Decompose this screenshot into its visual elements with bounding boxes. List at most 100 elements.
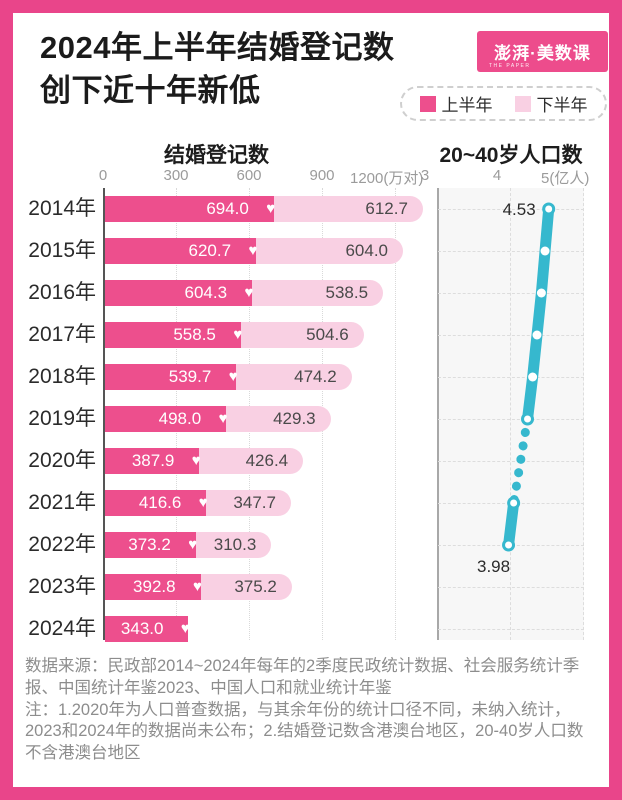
data-point — [532, 330, 542, 340]
bar-first-half: 539.7 — [105, 364, 237, 390]
bar-second-half-value: 612.7 — [365, 199, 408, 218]
page-title-line2: 创下近十年新低 — [40, 73, 261, 108]
line-plot-hgridline — [438, 587, 584, 588]
data-point — [536, 288, 546, 298]
bar-second-half-value: 310.3 — [213, 535, 257, 554]
bar-second-half-value: 504.6 — [306, 325, 349, 344]
bar-first-half-value: 392.8 — [133, 577, 176, 596]
bar-first-half: 387.9 — [105, 448, 200, 474]
heart-icon: ♥ — [193, 578, 202, 595]
bar-first-half-value: 373.2 — [128, 535, 171, 554]
bar-gridline — [395, 188, 396, 640]
bar-second-half: 429.3 — [226, 406, 331, 432]
data-point — [542, 202, 556, 216]
bar-second-half-value: 474.2 — [294, 367, 337, 386]
bar-second-half-value: 604.0 — [345, 241, 388, 260]
population-line-plot: 4.53 3.98 — [437, 188, 584, 640]
data-point — [507, 496, 521, 510]
methodology-note: 注：1.2020年为人口普查数据，与其余年份的统计口径不同，未纳入统计，2023… — [25, 700, 584, 763]
heart-icon: ♥ — [218, 410, 228, 427]
bar-second-half-value: 426.4 — [245, 451, 289, 470]
bar-first-half: 604.3 — [105, 280, 253, 306]
legend-label-first-half: 上半年 — [441, 96, 493, 115]
line-plot-hgridline — [438, 209, 584, 210]
bar-first-half-value: 694.0 — [206, 199, 249, 218]
year-label: 2014年 — [28, 197, 96, 220]
heart-icon: ♥ — [180, 620, 190, 637]
chart-legend: 上半年 下半年 — [400, 86, 607, 121]
year-label: 2015年 — [28, 239, 96, 262]
bar-second-half: 347.7 — [206, 490, 291, 516]
line-plot-hgridline — [438, 335, 584, 336]
line-plot-hgridline — [438, 629, 584, 630]
bar-second-half: 504.6 — [240, 322, 364, 348]
data-source-note: 数据来源：民政部2014~2024年每年的2季度民政统计数据、社会服务统计季报、… — [25, 657, 580, 697]
bar-first-half: 558.5 — [105, 322, 241, 348]
bar-first-half-value: 604.3 — [184, 283, 228, 302]
marriage-bar-plot: 694.0 612.7 ♥ 620.7 604.0 ♥ 604.3 538.5 ♥ 558.5 50… — [103, 188, 423, 642]
year-label: 2016年 — [28, 281, 96, 304]
bar-chart-title: 结婚登记数 — [164, 144, 269, 167]
heart-icon: ♥ — [248, 242, 258, 259]
heart-icon: ♥ — [228, 368, 238, 385]
bar-axis-tick: 1200(万对) — [350, 170, 424, 187]
year-label: 2019年 — [28, 407, 96, 430]
line-plot-hgridline — [438, 293, 584, 294]
legend-swatch-second-half-icon — [514, 95, 531, 112]
line-solid-segment — [522, 203, 555, 425]
bar-first-half-value: 620.7 — [188, 241, 232, 260]
heart-icon: ♥ — [191, 452, 201, 469]
heart-icon: ♥ — [266, 200, 276, 217]
line-dotted-segment — [509, 414, 533, 508]
bar-second-half-value: 538.5 — [325, 283, 369, 302]
line-axis-tick: 5(亿人) — [541, 170, 590, 187]
footnotes: 数据来源：民政部2014~2024年每年的2季度民政统计数据、社会服务统计季报、… — [25, 656, 597, 765]
bar-first-half: 416.6 — [105, 490, 207, 516]
page-title: 2024年上半年结婚登记数 创下近十年新低 — [40, 26, 394, 112]
bar-second-half: 426.4 — [199, 448, 304, 474]
bar-first-half-value: 558.5 — [173, 325, 216, 344]
year-label: 2022年 — [28, 533, 96, 556]
bar-second-half: 604.0 — [256, 238, 403, 264]
line-solid-segment — [503, 497, 520, 551]
year-label: 2017年 — [28, 323, 96, 346]
data-point — [502, 538, 516, 552]
heart-icon: ♥ — [198, 494, 208, 511]
heart-icon: ♥ — [244, 284, 254, 301]
line-plot-hgridline — [438, 251, 584, 252]
bar-second-half-value: 375.2 — [234, 577, 277, 596]
bar-first-half: 343.0 — [105, 616, 189, 642]
line-chart-title: 20~40岁人口数 — [439, 144, 583, 167]
bar-first-half: 620.7 — [105, 238, 257, 264]
bar-axis-tick: 300 — [163, 167, 189, 184]
line-plot-hgridline — [438, 419, 584, 420]
year-label: 2023年 — [28, 575, 96, 598]
bar-first-half: 373.2 — [105, 532, 196, 558]
line-plot-vgridline — [510, 188, 511, 640]
line-axis-tick: 4 — [492, 167, 502, 184]
bar-second-half-value: 429.3 — [273, 409, 316, 428]
year-label: 2021年 — [28, 491, 96, 514]
publisher-logo-subtext: THE PAPER — [489, 63, 531, 69]
bar-second-half: 310.3 — [195, 532, 272, 558]
year-label: 2024年 — [28, 617, 96, 640]
data-point — [540, 246, 550, 256]
bar-second-half: 474.2 — [236, 364, 352, 390]
bar-axis-tick: 600 — [236, 167, 262, 184]
legend-item-second-half: 下半年 — [514, 91, 588, 116]
bar-first-half-value: 416.6 — [138, 493, 182, 512]
bar-first-half: 694.0 — [105, 196, 274, 222]
bar-second-half: 538.5 — [252, 280, 384, 306]
publisher-logo-text: 澎湃·美数课 — [494, 44, 591, 63]
data-point — [528, 372, 538, 382]
line-plot-hgridline — [438, 377, 584, 378]
data-point-label: 3.98 — [477, 557, 510, 576]
bar-first-half-value: 387.9 — [131, 451, 175, 470]
bar-second-half-value: 347.7 — [233, 493, 276, 512]
publisher-logo: 澎湃·美数课 THE PAPER — [477, 31, 608, 72]
data-point — [521, 412, 535, 426]
line-plot-axis-line — [437, 188, 439, 640]
bar-first-half-value: 343.0 — [120, 619, 164, 638]
bar-second-half: 612.7 — [273, 196, 423, 222]
